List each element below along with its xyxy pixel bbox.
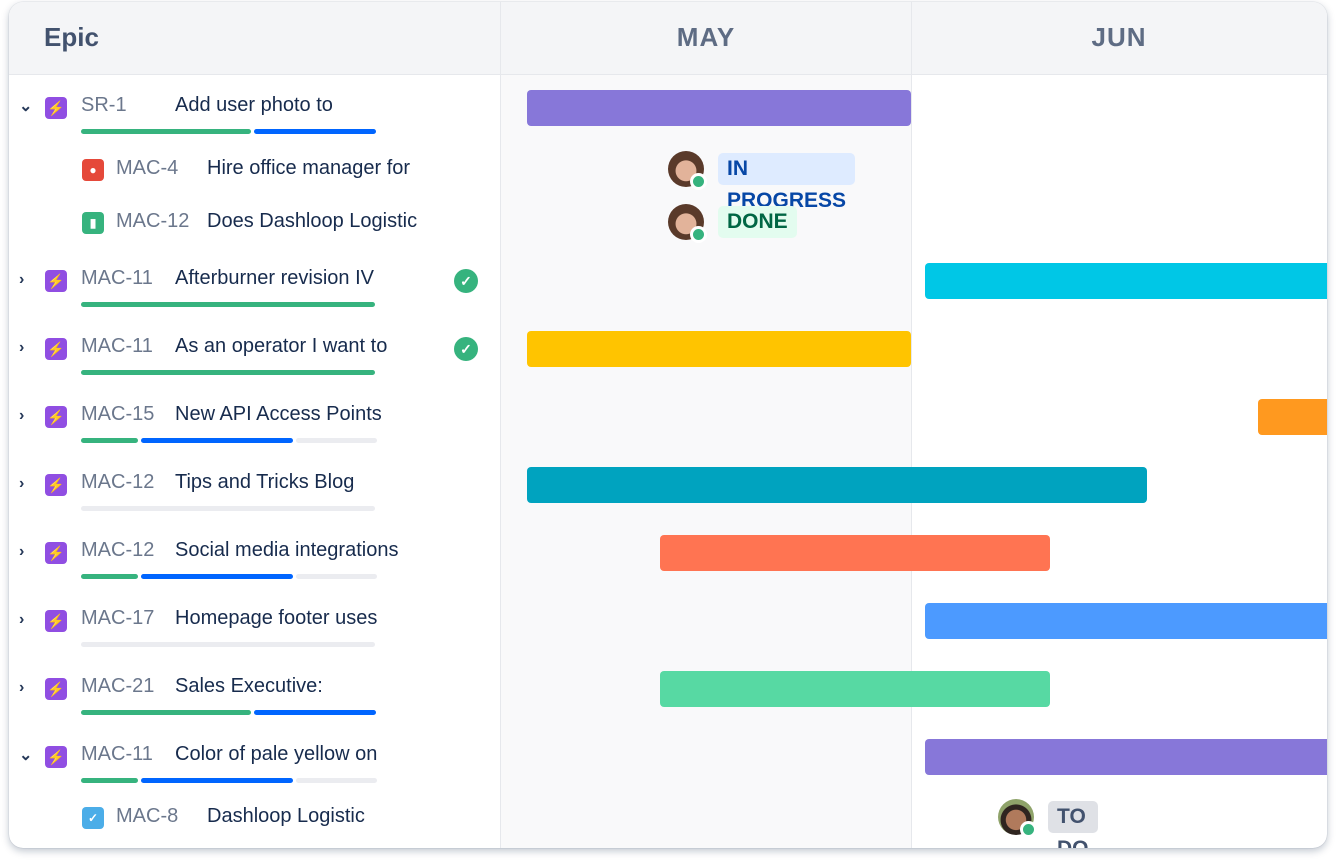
issue-summary[interactable]: Hire office manager for xyxy=(207,157,411,179)
roadmap-card: Epic MAY JUN ⌄ ⚡ SR-1 Add user photo to ● MAC… xyxy=(9,2,1327,848)
issue-summary[interactable]: Sales Executive: xyxy=(175,675,323,697)
assignee-avatar[interactable] xyxy=(998,799,1037,838)
issue-summary[interactable]: Social media integrations xyxy=(175,539,399,561)
chevron-right-icon[interactable]: › xyxy=(19,611,25,628)
task-icon: ✓ xyxy=(82,807,104,829)
epic-icon: ⚡ xyxy=(45,97,67,119)
issue-key[interactable]: MAC-12 xyxy=(116,210,190,232)
progress-done xyxy=(81,710,251,715)
epic-icon: ⚡ xyxy=(45,678,67,700)
online-status-dot xyxy=(1020,821,1037,838)
issue-key[interactable]: MAC-11 xyxy=(81,335,153,357)
progress-in-progress xyxy=(253,129,376,134)
issue-key[interactable]: MAC-4 xyxy=(116,157,179,179)
progress-in-progress xyxy=(253,710,376,715)
issue-key[interactable]: MAC-12 xyxy=(81,539,155,561)
issue-summary[interactable]: Does Dashloop Logistic xyxy=(207,210,418,232)
progress-in-progress xyxy=(141,778,294,783)
bug-icon: ● xyxy=(82,159,104,181)
issue-key[interactable]: MAC-12 xyxy=(81,471,155,493)
month-header-jun: JUN xyxy=(1091,22,1147,52)
month-header-may: MAY xyxy=(676,22,736,52)
chevron-down-icon[interactable]: ⌄ xyxy=(19,747,33,764)
timeline-bar[interactable] xyxy=(527,331,911,367)
may-column-background xyxy=(501,74,911,848)
month-divider xyxy=(911,2,912,848)
progress-todo xyxy=(296,778,377,783)
issue-key[interactable]: MAC-8 xyxy=(116,805,179,827)
issue-summary[interactable]: Add user photo to xyxy=(175,94,333,116)
assignee-avatar[interactable] xyxy=(668,151,707,190)
epic-panel-divider xyxy=(500,2,501,848)
epic-icon: ⚡ xyxy=(45,610,67,632)
epic-icon: ⚡ xyxy=(45,406,67,428)
timeline-bar[interactable] xyxy=(527,467,1147,503)
check-circle-icon: ✓ xyxy=(454,337,478,361)
timeline-bar[interactable] xyxy=(924,739,1327,775)
status-lozenge: IN PROGRESS xyxy=(718,153,856,212)
issue-summary[interactable]: New API Access Points xyxy=(175,403,382,425)
online-status-dot xyxy=(690,173,707,190)
issue-key[interactable]: MAC-11 xyxy=(81,267,153,289)
progress-done xyxy=(81,574,139,579)
issue-summary[interactable]: Color of pale yellow on xyxy=(175,743,378,765)
progress-bar xyxy=(81,778,377,783)
epic-icon: ⚡ xyxy=(45,270,67,292)
progress-todo xyxy=(296,574,377,579)
progress-bar xyxy=(81,710,377,715)
issue-summary[interactable]: Dashloop Logistic xyxy=(207,805,365,827)
status-lozenge: DONE xyxy=(718,206,797,238)
progress-done xyxy=(81,778,139,783)
assignee-avatar[interactable] xyxy=(668,204,707,243)
epic-icon: ⚡ xyxy=(45,338,67,360)
issue-key[interactable]: MAC-21 xyxy=(81,675,155,697)
progress-todo xyxy=(296,438,377,443)
timeline-bar[interactable] xyxy=(659,671,1050,707)
progress-bar xyxy=(81,370,377,375)
check-circle-icon: ✓ xyxy=(454,269,478,293)
progress-done xyxy=(81,370,375,375)
status-lozenge: TO DO xyxy=(1048,801,1098,848)
chevron-right-icon[interactable]: › xyxy=(19,543,25,560)
epic-icon: ⚡ xyxy=(45,542,67,564)
chevron-down-icon[interactable]: ⌄ xyxy=(19,98,33,115)
timeline-bar[interactable] xyxy=(924,603,1327,639)
timeline-bar[interactable] xyxy=(924,263,1327,299)
chevron-right-icon[interactable]: › xyxy=(19,271,25,288)
issue-key[interactable]: SR-1 xyxy=(81,94,127,116)
timeline-bar[interactable] xyxy=(1257,399,1327,435)
progress-bar xyxy=(81,506,377,511)
progress-todo xyxy=(81,642,375,647)
progress-done xyxy=(81,129,251,134)
chevron-right-icon[interactable]: › xyxy=(19,475,25,492)
online-status-dot xyxy=(690,226,707,243)
chevron-right-icon[interactable]: › xyxy=(19,339,25,356)
issue-summary[interactable]: Homepage footer uses xyxy=(175,607,378,629)
progress-bar xyxy=(81,438,377,443)
timeline-header: Epic MAY JUN xyxy=(9,2,1327,75)
progress-done xyxy=(81,302,375,307)
progress-bar xyxy=(81,574,377,579)
progress-bar xyxy=(81,129,377,134)
issue-key[interactable]: MAC-11 xyxy=(81,743,153,765)
chevron-right-icon[interactable]: › xyxy=(19,407,25,424)
progress-bar xyxy=(81,642,377,647)
issue-summary[interactable]: Tips and Tricks Blog xyxy=(175,471,355,493)
epic-column-header: Epic xyxy=(44,22,99,52)
progress-bar xyxy=(81,302,377,307)
epic-icon: ⚡ xyxy=(45,746,67,768)
issue-summary[interactable]: Afterburner revision IV xyxy=(175,267,374,289)
issue-key[interactable]: MAC-15 xyxy=(81,403,155,425)
timeline-bar[interactable] xyxy=(659,535,1050,571)
story-icon: ▮ xyxy=(82,212,104,234)
timeline-bar[interactable] xyxy=(527,90,911,126)
epic-icon: ⚡ xyxy=(45,474,67,496)
progress-in-progress xyxy=(141,438,294,443)
issue-key[interactable]: MAC-17 xyxy=(81,607,155,629)
issue-summary[interactable]: As an operator I want to xyxy=(175,335,388,357)
progress-done xyxy=(81,438,139,443)
progress-todo xyxy=(81,506,375,511)
progress-in-progress xyxy=(141,574,294,579)
chevron-right-icon[interactable]: › xyxy=(19,679,25,696)
